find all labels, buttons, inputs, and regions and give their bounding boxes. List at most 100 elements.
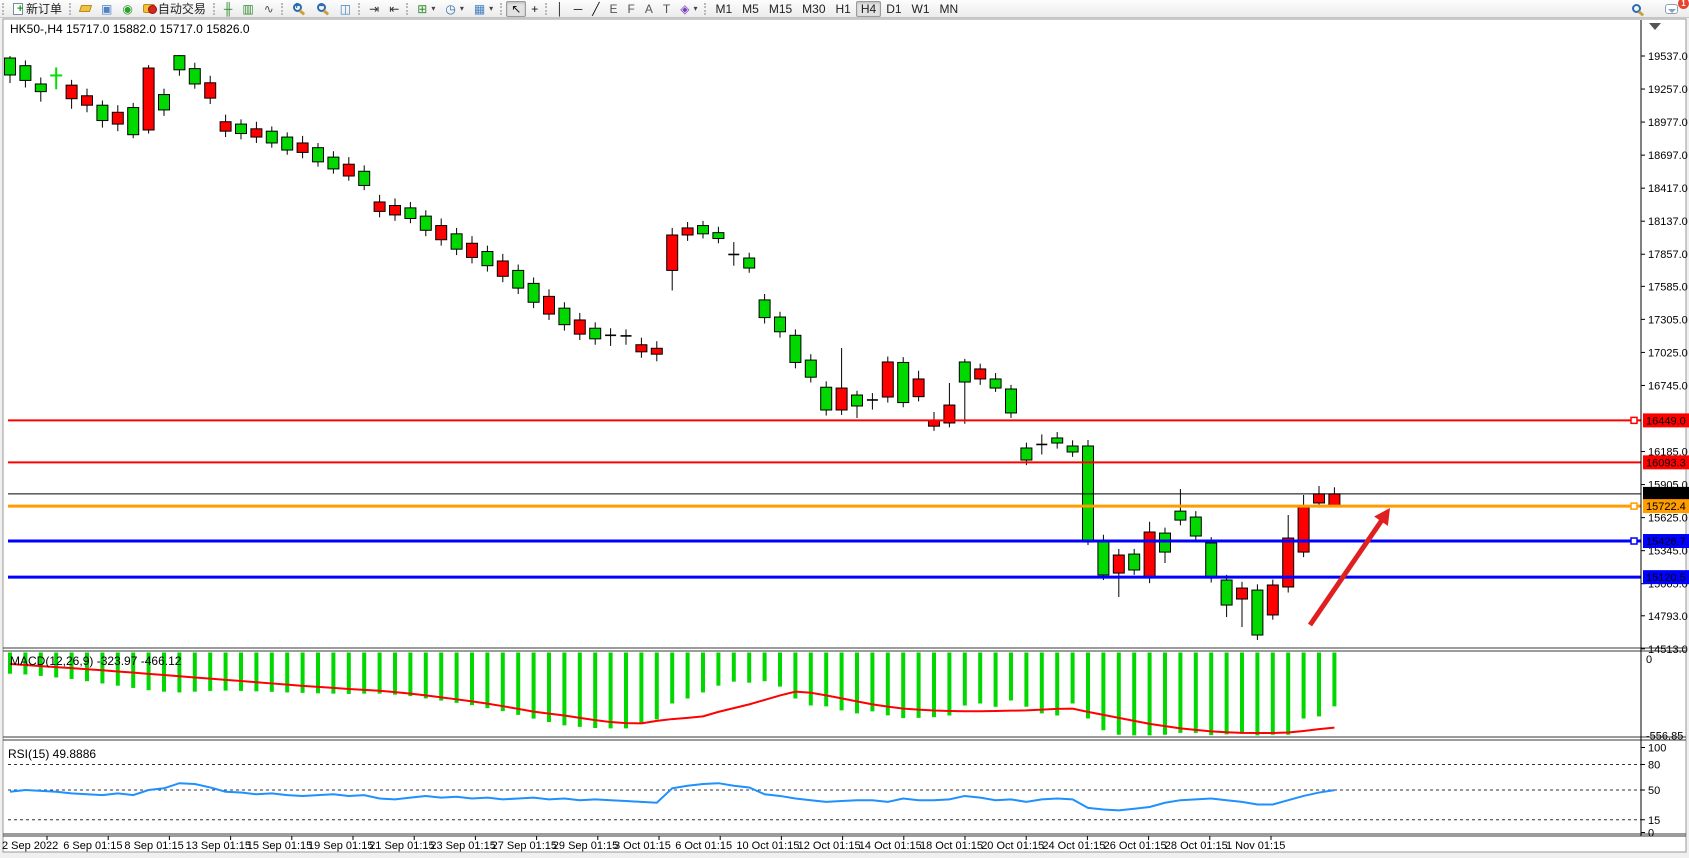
arrows-button[interactable]: ◈ ▾ — [675, 1, 702, 17]
timeframe-label: D1 — [886, 1, 902, 16]
candle-body — [373, 201, 386, 212]
chart-shift-marker[interactable] — [1649, 23, 1661, 30]
hline-handle[interactable] — [1630, 502, 1638, 510]
candle — [1236, 581, 1248, 628]
candle — [419, 210, 432, 237]
hline-handle[interactable] — [1630, 537, 1638, 545]
crosshair-button[interactable]: + — [526, 1, 543, 17]
trendline-button[interactable]: ╱ — [587, 1, 604, 17]
candle-body — [481, 251, 494, 267]
search-button[interactable] — [1626, 1, 1650, 17]
candle-body — [111, 111, 124, 125]
candle-body — [558, 307, 571, 326]
tile-windows-button[interactable]: ◫ — [335, 1, 356, 17]
candle — [496, 253, 509, 283]
chart-area[interactable]: 19537.0 19257.0 18977.0 18697.0 18417.0 18137… — [0, 18, 1689, 858]
candle — [127, 102, 140, 139]
candle — [758, 294, 771, 324]
candlestick-icon: ▥ — [242, 1, 254, 16]
candle-body — [974, 368, 987, 380]
time-axis-label: 8 Sep 01:15 — [124, 840, 183, 852]
new-order-button[interactable]: 新订单 — [8, 1, 67, 17]
auto-scroll-button[interactable]: ⇥ — [364, 1, 384, 17]
candle — [573, 312, 586, 341]
candle-body — [650, 347, 663, 355]
time-axis-label: 28 Oct 01:15 — [1165, 840, 1228, 852]
chart-shift-button[interactable]: ⇤ — [384, 1, 404, 17]
text-label-button[interactable]: T — [658, 1, 675, 17]
candle — [1189, 511, 1202, 542]
candle — [296, 135, 309, 159]
candle-body — [419, 215, 432, 231]
timeframe-m1-button[interactable]: M1 — [710, 1, 737, 17]
time-axis-label: 6 Sep 01:15 — [63, 840, 122, 852]
timeframe-m30-button[interactable]: M30 — [797, 1, 830, 17]
candle-body — [1066, 445, 1079, 453]
candle-body — [835, 387, 848, 411]
zoom-in-button[interactable] — [287, 1, 311, 17]
timeframe-m15-button[interactable]: M15 — [764, 1, 797, 17]
timeframe-m5-button[interactable]: M5 — [737, 1, 764, 17]
candle-body — [34, 83, 47, 93]
trend-arrow[interactable] — [1307, 518, 1385, 627]
candle-body — [96, 104, 109, 122]
timeframe-w1-button[interactable]: W1 — [907, 1, 935, 17]
candle-body — [1005, 388, 1017, 414]
rsi-axis-label: 80 — [1648, 760, 1660, 772]
autotrade-button[interactable]: 自动交易 — [138, 1, 211, 17]
macd-signal-line — [9, 662, 1335, 734]
periodicity-button[interactable]: ◷ ▾ — [440, 1, 469, 17]
equidistant-channel-button[interactable]: E — [605, 1, 623, 17]
time-axis-label: 20 Oct 01:15 — [981, 840, 1044, 852]
publish-chart-icon: ▣ — [101, 1, 113, 16]
timeframe-mn-button[interactable]: MN — [935, 1, 964, 17]
price-badge — [1643, 413, 1689, 428]
rsi-axis-label: 0 — [1648, 828, 1654, 840]
time-axis-label: 29 Sep 01:15 — [553, 840, 618, 852]
eraser-button[interactable] — [75, 1, 96, 17]
zoom-out-button[interactable] — [311, 1, 335, 17]
timeframe-h1-button[interactable]: H1 — [831, 1, 856, 17]
text-button[interactable]: A — [640, 1, 658, 17]
price-axis-label: 17585.0 — [1648, 281, 1688, 293]
candle — [789, 329, 802, 369]
hline-handle[interactable] — [1630, 416, 1638, 425]
new-chart-button[interactable]: ⊞ ▾ — [412, 1, 440, 17]
zoom-in-icon — [292, 1, 302, 12]
trend-arrow-head[interactable] — [1374, 508, 1390, 526]
candle — [81, 88, 93, 113]
fibonacci-button[interactable]: F — [623, 1, 640, 17]
timeframe-label: W1 — [911, 1, 930, 16]
candle-body — [65, 84, 78, 100]
candle — [1005, 384, 1017, 418]
vertical-line-button[interactable]: │ — [551, 1, 569, 17]
candle-body — [1159, 532, 1171, 553]
candle — [235, 119, 247, 140]
price-axis-label: 17025.0 — [1648, 347, 1688, 359]
candle-body — [912, 378, 925, 398]
horizontal-line-button[interactable]: ─ — [569, 1, 588, 17]
candle — [96, 100, 109, 128]
candle-body — [1128, 553, 1141, 571]
news-signal-button[interactable]: ◉ — [117, 1, 137, 17]
time-axis-label: 12 Oct 01:15 — [798, 840, 861, 852]
bar-chart-button[interactable]: ╫ — [219, 1, 238, 17]
timeframe-h4-button[interactable]: H4 — [855, 0, 882, 17]
template-button[interactable]: ▦ ▾ — [469, 1, 498, 17]
candle-body — [188, 68, 201, 85]
cursor-button[interactable]: ↖ — [506, 0, 527, 17]
candle-body — [789, 334, 802, 363]
candle — [389, 198, 401, 221]
candle-body — [1251, 589, 1264, 636]
candle-body — [758, 299, 771, 319]
publish-chart-button[interactable]: ▣ — [96, 1, 117, 17]
candle-body — [389, 205, 401, 216]
line-chart-button[interactable]: ∿ — [259, 1, 279, 17]
candle — [897, 357, 910, 408]
timeframe-d1-button[interactable]: D1 — [881, 1, 906, 17]
candle — [1159, 527, 1171, 564]
candle — [1282, 515, 1295, 593]
notifications-button[interactable]: 1 — [1660, 0, 1689, 17]
candlestick-chart-button[interactable]: ▥ — [237, 1, 258, 17]
notification-badge: 1 — [1678, 0, 1689, 9]
